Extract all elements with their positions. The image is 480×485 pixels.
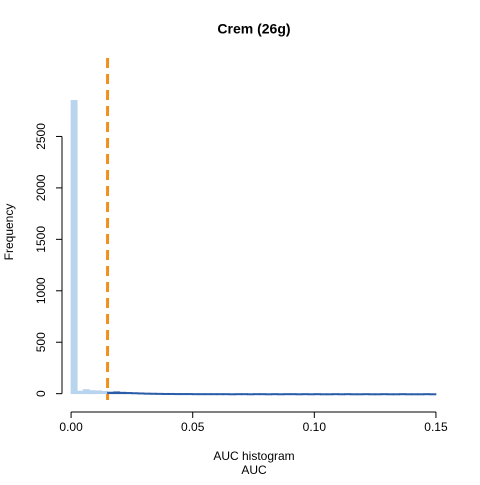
bar bbox=[198, 393, 206, 396]
bar bbox=[143, 392, 151, 395]
y-tick-label: 2500 bbox=[34, 123, 48, 150]
bar bbox=[131, 392, 139, 395]
bar bbox=[271, 393, 279, 396]
y-axis-label: Frequency bbox=[2, 204, 16, 261]
bar bbox=[253, 393, 260, 396]
bar bbox=[374, 393, 382, 396]
bar bbox=[386, 393, 394, 396]
bar bbox=[192, 393, 200, 396]
y-tick-label: 1500 bbox=[34, 226, 48, 253]
bar bbox=[88, 390, 96, 395]
bar bbox=[277, 393, 285, 396]
x-tick-label: 0.10 bbox=[303, 420, 327, 434]
bar bbox=[307, 393, 315, 396]
bar bbox=[125, 392, 133, 395]
bar bbox=[380, 393, 388, 396]
bar bbox=[338, 393, 346, 396]
bar bbox=[405, 393, 413, 396]
bar bbox=[368, 393, 376, 396]
bar bbox=[180, 393, 188, 396]
bar bbox=[283, 393, 291, 396]
bar bbox=[326, 393, 333, 396]
bar bbox=[234, 393, 242, 396]
bar bbox=[174, 393, 181, 396]
y-tick-label: 2000 bbox=[34, 174, 48, 201]
bar bbox=[119, 391, 127, 395]
bar bbox=[259, 393, 267, 396]
bar bbox=[429, 393, 437, 396]
bar bbox=[240, 393, 248, 396]
bar bbox=[222, 393, 230, 396]
bar bbox=[411, 393, 419, 396]
bar bbox=[149, 392, 157, 395]
x-axis-label: AUC histogram bbox=[213, 449, 294, 463]
x-tick-label: 0.00 bbox=[59, 420, 83, 434]
subtitle: AUC bbox=[241, 463, 267, 477]
bar bbox=[76, 390, 84, 395]
bar bbox=[247, 393, 254, 396]
bar bbox=[392, 393, 400, 396]
bar bbox=[216, 393, 224, 396]
bar bbox=[265, 393, 273, 396]
bar bbox=[289, 393, 297, 396]
bar bbox=[295, 393, 303, 396]
bar bbox=[82, 389, 90, 395]
bar bbox=[210, 393, 218, 396]
bar bbox=[344, 393, 352, 396]
bar bbox=[113, 391, 121, 395]
bar bbox=[350, 393, 358, 396]
bar bbox=[399, 393, 406, 396]
x-tick-label: 0.05 bbox=[181, 420, 205, 434]
bar bbox=[204, 393, 212, 396]
bar bbox=[417, 393, 425, 396]
bar bbox=[70, 100, 78, 395]
bar bbox=[137, 392, 145, 395]
bar bbox=[356, 393, 364, 396]
bar bbox=[155, 392, 163, 395]
bar bbox=[362, 393, 370, 396]
bar bbox=[320, 393, 327, 396]
bar bbox=[95, 390, 102, 395]
bar bbox=[301, 393, 309, 396]
bar bbox=[332, 393, 340, 396]
bar bbox=[186, 393, 194, 396]
bar bbox=[313, 393, 321, 396]
bar bbox=[423, 393, 431, 396]
y-tick-label: 0 bbox=[34, 390, 48, 397]
bar bbox=[107, 391, 115, 395]
bar bbox=[167, 392, 175, 395]
bar bbox=[228, 393, 236, 396]
chart-title: Crem (26g) bbox=[217, 21, 290, 37]
bar bbox=[161, 392, 169, 395]
y-tick-label: 1000 bbox=[34, 277, 48, 304]
x-tick-label: 0.15 bbox=[424, 420, 448, 434]
bar bbox=[101, 391, 108, 395]
y-tick-label: 500 bbox=[34, 332, 48, 352]
